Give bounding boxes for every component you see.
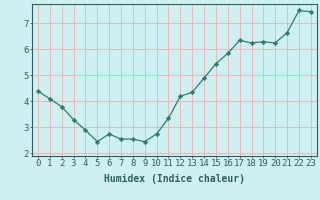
- X-axis label: Humidex (Indice chaleur): Humidex (Indice chaleur): [104, 174, 245, 184]
